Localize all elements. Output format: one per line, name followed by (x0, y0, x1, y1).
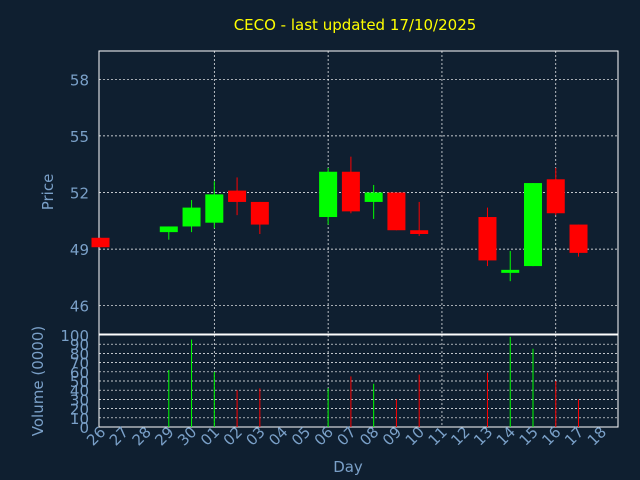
candle-body (250, 201, 269, 225)
candle-body (410, 230, 429, 235)
volume-tick-label: 30 (70, 391, 89, 409)
x-axis-label: Day (333, 458, 363, 476)
volume-tick-label: 10 (70, 410, 89, 428)
candle-body (91, 237, 110, 248)
price-tick-label: 46 (70, 298, 89, 316)
price-axis-label: Price (39, 174, 57, 211)
price-panel: 46 49 52 55 58 (70, 50, 619, 335)
price-tick-label: 49 (70, 241, 89, 259)
candle-body (569, 224, 588, 253)
volume-axis-label: Volume (0000) (29, 326, 47, 436)
candle-body (341, 171, 360, 212)
chart-title: CECO - last updated 17/10/2025 (234, 16, 477, 34)
volume-tick-label: 90 (70, 336, 89, 354)
candle-body (387, 192, 406, 231)
candle-body (501, 269, 520, 273)
volume-tick-label: 60 (70, 364, 89, 382)
candle-body (159, 226, 178, 233)
candle-body (524, 183, 542, 267)
volume-tick-label: 40 (70, 382, 89, 400)
candle-body (228, 190, 247, 202)
volume-tick-label: 20 (70, 401, 89, 419)
price-tick-label: 52 (70, 185, 89, 203)
volume-tick-label: 100 (60, 327, 89, 345)
candle-body (319, 171, 338, 218)
candle-body (205, 194, 224, 223)
candle-body (182, 207, 201, 227)
candle-body (546, 179, 565, 214)
price-tick-label: 58 (70, 71, 89, 89)
candle-body (364, 192, 383, 202)
volume-tick-label: 50 (70, 373, 89, 391)
volume-tick-label: 80 (70, 345, 89, 363)
candle-body (478, 217, 497, 261)
price-tick-label: 55 (70, 128, 89, 146)
volume-tick-label: 0 (79, 419, 89, 437)
x-axis: 2627282930010203040506070809101112131415… (83, 423, 610, 449)
volume-tick-label: 70 (70, 355, 89, 373)
